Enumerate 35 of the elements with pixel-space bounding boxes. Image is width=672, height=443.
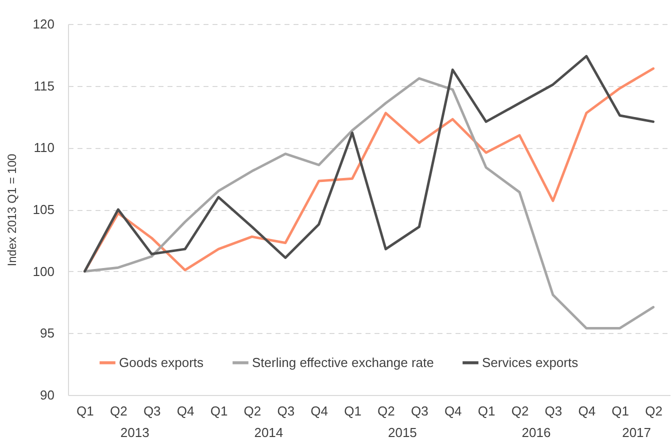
x-tick-label: Q1 [612,404,630,418]
x-tick-label: Q2 [645,404,662,418]
legend-label: Goods exports [119,354,204,370]
x-tick-label: Q4 [176,404,194,418]
text: 2015 [388,425,417,440]
x-tick-label: Q4 [578,404,596,418]
y-tick-label: 90 [40,388,54,402]
legend-label: Sterling effective exchange rate [252,354,434,370]
x-tick-label: Q3 [143,404,161,418]
y-tick-label: 110 [34,140,54,156]
y-tick-label: 105 [32,202,54,217]
x-tick-label: Q3 [277,404,295,418]
y-axis-title: Index 2013 Q1 = 100 [4,153,19,266]
x-tick-label: Q1 [210,404,228,418]
x-tick-label: Q4 [310,404,328,418]
legend-label: Services exports [482,354,579,370]
x-tick-label: Q4 [444,404,462,418]
x-tick-label: Q1 [344,404,362,418]
x-tick-label: Q2 [378,404,395,418]
x-tick-label: Q2 [110,404,128,418]
y-tick-label: 120 [32,16,54,32]
y-tick-label: 115 [34,78,54,94]
y-tick-label: 100 [32,264,54,279]
x-tick-label: Q1 [478,404,496,418]
line-series [83,77,655,330]
text: 2014 [254,425,284,440]
x-tick-label: Q1 [76,404,94,418]
text: 2017 [622,425,652,440]
y-tick-label: 95 [40,326,54,341]
x-tick-label: Q2 [244,404,262,418]
text: 2016 [522,425,551,440]
x-tick-label: Q3 [410,404,428,418]
text: 2013 [120,425,150,440]
x-tick-label: Q2 [511,404,529,418]
x-tick-label: Q3 [544,404,562,418]
